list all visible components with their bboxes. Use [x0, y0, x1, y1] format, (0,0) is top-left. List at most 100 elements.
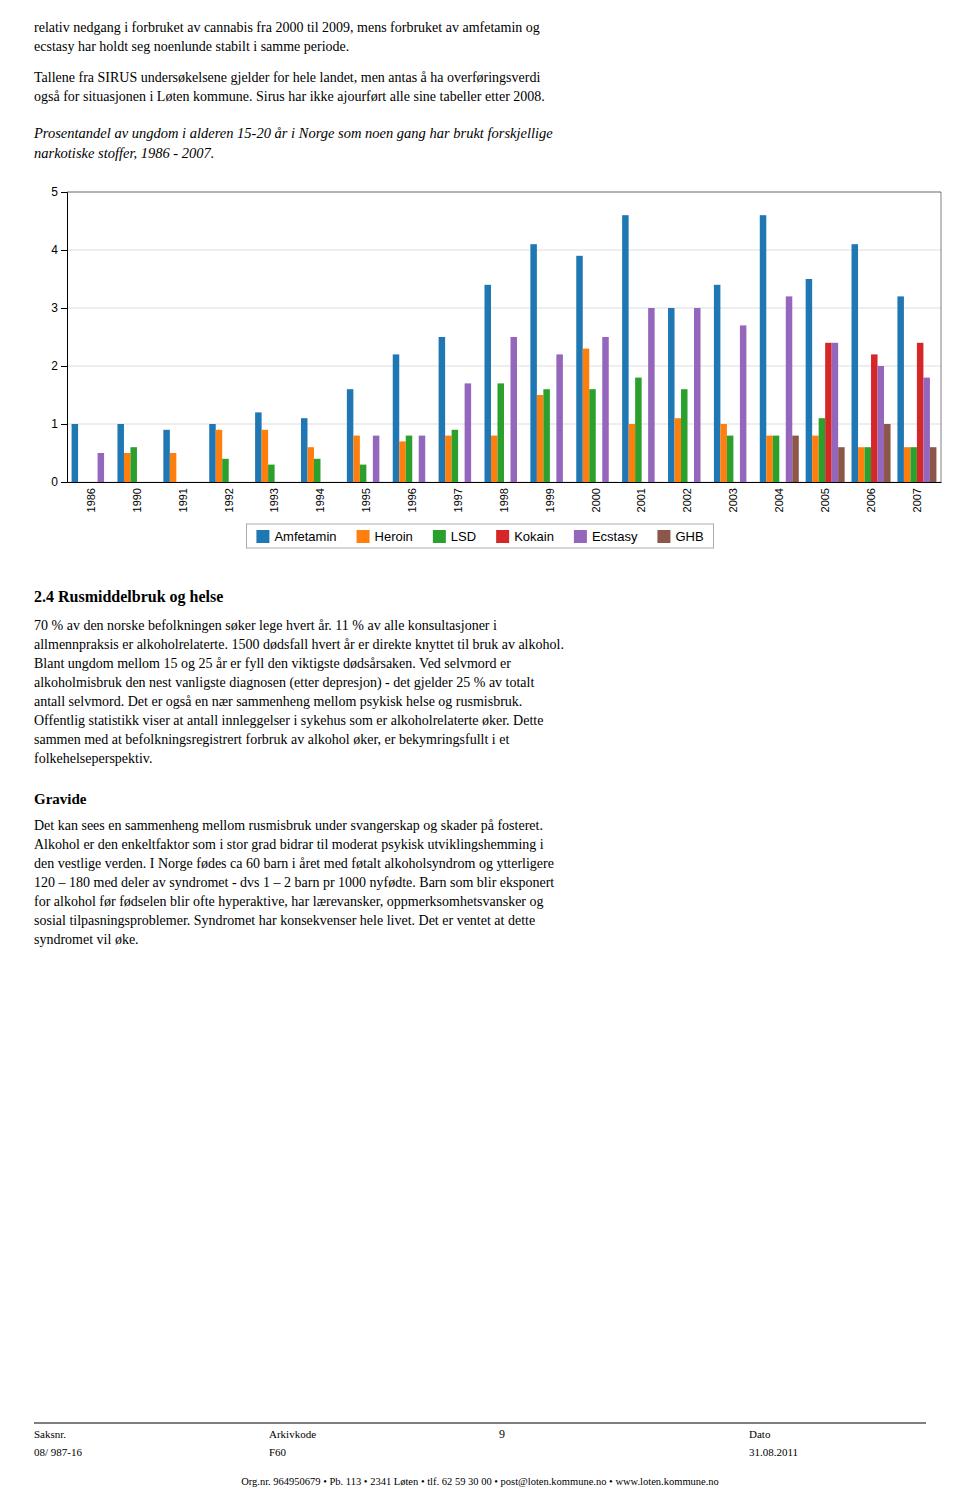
- x-tick-label: 1999: [544, 488, 556, 512]
- bar: [406, 436, 412, 482]
- bar: [773, 436, 779, 482]
- plot-frame: [67, 192, 941, 193]
- bar: [465, 383, 471, 482]
- bar: [216, 430, 222, 482]
- legend-label: LSD: [451, 529, 476, 544]
- bar: [746, 482, 752, 483]
- bar: [832, 343, 838, 482]
- bar: [648, 308, 654, 482]
- bar: [360, 465, 366, 482]
- x-tick-label: 2001: [635, 488, 647, 512]
- x-tick-label: 2002: [681, 488, 693, 512]
- y-tick: 3: [51, 301, 67, 315]
- grid-line: [67, 192, 941, 193]
- grid-line: [67, 250, 941, 251]
- body-line: Blant ungdom mellom 15 og 25 år er fyll …: [34, 656, 511, 671]
- bar: [727, 436, 733, 482]
- legend-swatch: [496, 530, 509, 543]
- grid: [67, 192, 941, 482]
- bar: [78, 482, 84, 483]
- plot-frame: [941, 192, 942, 482]
- bar: [445, 436, 451, 482]
- footer-rule: [34, 1423, 926, 1424]
- x-tick-label: 1994: [314, 488, 326, 512]
- bar: [399, 441, 405, 482]
- y-axis-line: [61, 193, 68, 483]
- bar: [425, 482, 431, 483]
- x-tick: 1993: [268, 488, 280, 512]
- x-tick: 2001: [635, 488, 647, 512]
- x-tick: 1995: [360, 488, 372, 512]
- x-tick: 2004: [773, 488, 785, 512]
- bar: [720, 424, 726, 482]
- legend-item: LSD: [433, 529, 476, 544]
- x-tick: 2002: [681, 488, 693, 512]
- bar: [838, 447, 844, 482]
- x-tick-label: 2000: [590, 488, 602, 512]
- bar: [117, 424, 123, 482]
- bar: [760, 215, 766, 482]
- bar: [681, 389, 687, 482]
- bar: [320, 482, 326, 483]
- x-tick: 1999: [544, 488, 556, 512]
- y-tick-label: 3: [51, 301, 58, 315]
- bar: [543, 389, 549, 482]
- body-line: syndromet vil øke.: [34, 932, 139, 947]
- bar: [229, 482, 235, 483]
- body-line: sosial tilpasningsproblemer. Syndromet h…: [34, 913, 535, 928]
- y-tick-mark: [61, 250, 67, 251]
- bar: [688, 482, 694, 483]
- bar: [170, 453, 176, 482]
- bar: [196, 482, 202, 483]
- page: relativ nedgang i forbruket av cannabis …: [0, 0, 960, 1509]
- paragraph-line: Tallene fra SIRUS undersøkelsene gjelder…: [34, 70, 540, 85]
- bar-series: [825, 343, 923, 482]
- y-tick-label: 0: [51, 475, 58, 489]
- y-tick: 1: [51, 417, 67, 431]
- x-tick: 1990: [131, 488, 143, 512]
- section-heading: 2.4 Rusmiddelbruk og helse: [34, 588, 223, 606]
- bar: [550, 482, 556, 483]
- body-line: Alkohol er den enkeltfaktor som i stor g…: [34, 837, 544, 852]
- x-tick: 2003: [727, 488, 739, 512]
- bar: [556, 354, 562, 482]
- bar: [130, 447, 136, 482]
- bar: [668, 308, 674, 482]
- bar: [642, 482, 648, 483]
- bar: [884, 424, 890, 482]
- legend-item: Kokain: [496, 529, 554, 544]
- paragraph-line: ecstasy har holdt seg noenlunde stabilt …: [34, 39, 349, 54]
- bar: [275, 482, 281, 483]
- bar: [930, 447, 936, 482]
- legend-label: Amfetamin: [274, 529, 336, 544]
- bar: [485, 285, 491, 482]
- bar: [452, 430, 458, 482]
- x-tick-label: 1993: [268, 488, 280, 512]
- x-tick: 1994: [314, 488, 326, 512]
- bar: [327, 482, 333, 483]
- bar: [491, 436, 497, 482]
- bar: [779, 482, 785, 483]
- bar: [609, 482, 615, 483]
- footer-value: 08/ 987-16: [34, 1446, 82, 1458]
- legend-label: Heroin: [375, 529, 413, 544]
- bar: [583, 349, 589, 482]
- x-tick: 1986: [85, 488, 97, 512]
- bar: [510, 337, 516, 482]
- bar: [150, 482, 156, 483]
- bar: [366, 482, 372, 483]
- bar: [222, 459, 228, 482]
- bar: [897, 296, 903, 482]
- bar: [91, 482, 97, 483]
- x-tick-label: 1997: [452, 488, 464, 512]
- bar: [733, 482, 739, 483]
- bar: [629, 424, 635, 482]
- bar: [740, 325, 746, 482]
- legend-swatch: [433, 530, 446, 543]
- x-tick-label: 1996: [406, 488, 418, 512]
- body-line: den vestlige verden. I Norge fødes ca 60…: [34, 856, 554, 871]
- x-tick-label: 2007: [911, 488, 923, 512]
- bar: [458, 482, 464, 483]
- bar: [852, 244, 858, 482]
- bar-series: [72, 215, 904, 482]
